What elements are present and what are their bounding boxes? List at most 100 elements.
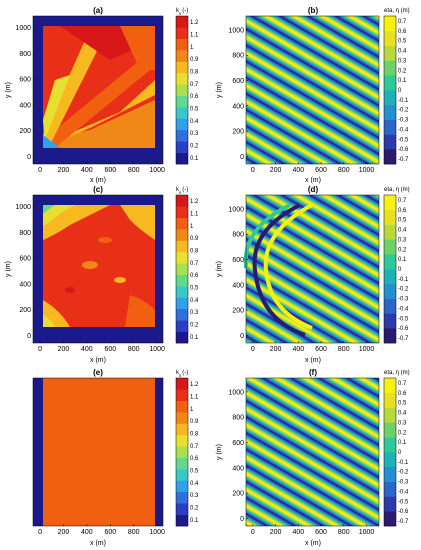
y-tick-label: 800 [232, 53, 244, 60]
colorbar-frame [383, 194, 397, 344]
y-tick-label: 1000 [15, 25, 31, 32]
x-tick-label: 600 [315, 346, 327, 353]
colorbar-tick-label: 0.3 [398, 237, 407, 243]
colorbar-tick-label: 0.2 [190, 506, 199, 512]
colorbar-swatch [176, 423, 188, 436]
ks-c-bottom-left-yellow [43, 315, 55, 327]
ks-a-right-band [120, 26, 155, 70]
colorbar-swatch [176, 400, 188, 413]
colorbar-tick-label: -0.1 [398, 98, 409, 104]
colorbar-tick-label: 0.6 [398, 29, 407, 35]
colorbar-swatch [176, 118, 188, 131]
colorbar-swatch [384, 392, 396, 408]
colorbar-tick-label: 0.3 [398, 420, 407, 426]
colorbar-tick-label: 0.2 [190, 144, 199, 150]
colorbar-tick-label: 0.1 [190, 156, 199, 162]
y-tick-label: 400 [19, 102, 31, 109]
panel-c-ylabel: y (m) [5, 261, 12, 277]
panel-d-plot [243, 195, 379, 343]
colorbar-tick-label: 1.2 [190, 382, 199, 388]
x-tick-label: 200 [58, 529, 70, 536]
panel-d: (d) 0 200 400 600 800 1000 02004006008001000 … [216, 185, 410, 364]
y-tick-label: 400 [232, 282, 244, 289]
colorbar-tick-label: -0.2 [398, 287, 409, 293]
x-tick-label: 0 [251, 529, 255, 536]
panel-e: (e) 0 200 400 600 800 1000 x (m) 1.2 1.1 1 0.9 0.… [32, 368, 199, 547]
colorbar-frame [383, 15, 397, 165]
colorbar-tick-label: 0.3 [190, 493, 199, 499]
panel-a-plot [33, 16, 163, 164]
y-tick-label: 1000 [228, 389, 244, 396]
colorbar-swatch [384, 328, 396, 344]
panel-d-front-3 [243, 203, 291, 269]
panel-d-yticks: 0 200 400 600 800 1000 [228, 206, 248, 340]
colorbar-tick-label: 0.1 [190, 518, 199, 524]
colorbar-swatch [384, 195, 396, 211]
colorbar-tick-label: 0.4 [190, 481, 199, 487]
panel-c-yticks: 0 200 400 600 800 1000 [15, 204, 35, 340]
panel-c-plot [33, 195, 163, 343]
y-tick-label: 200 [232, 491, 244, 498]
colorbar-tick-label: 0.1 [398, 440, 407, 446]
colorbar-tick-label: 1 [190, 407, 194, 413]
x-tick-label: 200 [58, 167, 70, 174]
y-tick-label: 0 [240, 333, 244, 340]
colorbar-tick-label: 0.4 [398, 228, 407, 234]
colorbar-tick-label: 0.6 [190, 456, 199, 462]
colorbar-swatch [176, 107, 188, 119]
colorbar-tick-label: 0.2 [398, 247, 407, 253]
colorbar-swatch [384, 298, 396, 314]
panel-b-colorbar-title: eta, η (m) [384, 8, 410, 14]
colorbar-swatch [384, 104, 396, 120]
ks-c-spot-4 [98, 237, 112, 243]
colorbar-tick-label: 0.7 [398, 198, 407, 204]
x-tick-label: 800 [338, 167, 350, 174]
colorbar-tick-label: 0.1 [190, 335, 199, 341]
colorbar-tick-label: 0.8 [190, 70, 199, 76]
x-tick-label: 800 [338, 346, 350, 353]
panel-b-wave-field [246, 16, 379, 164]
colorbar-tick-label: 0 [398, 267, 402, 273]
colorbar-swatch [384, 16, 396, 32]
panel-a-colorbar-title: ks(-) [176, 8, 188, 16]
colorbar-tick-label: 0.8 [190, 432, 199, 438]
colorbar-tick-label: 0.7 [190, 261, 199, 267]
colorbar-swatch [176, 61, 188, 74]
colorbar-swatch [176, 286, 188, 298]
colorbar-tick-label: -0.7 [398, 336, 409, 342]
x-tick-label: 0 [38, 346, 42, 353]
colorbar-swatch [176, 274, 188, 287]
y-tick-label: 600 [19, 77, 31, 84]
colorbar-tick-label: 0.4 [398, 411, 407, 417]
y-tick-label: 600 [232, 257, 244, 264]
colorbar-swatch [384, 30, 396, 46]
colorbar-swatch [176, 141, 188, 153]
panel-f-title: (f) [309, 368, 317, 377]
colorbar-swatch [384, 209, 396, 225]
y-tick-label: 1000 [228, 27, 244, 34]
panel-f-colorbar: 0.7 0.6 0.5 0.4 0.3 0.2 0.1 0 -0.1 -0.2 -0.3 -0.4 -0… [383, 377, 409, 527]
panel-d-axes-box [245, 194, 380, 344]
colorbar-tick-label: 1.1 [190, 33, 199, 39]
y-tick-label: 600 [232, 440, 244, 447]
colorbar-tick-label: 0.5 [190, 286, 199, 292]
panel-e-colorbar-title: ks(-) [176, 370, 188, 378]
ks-c-top-right-blob [120, 205, 155, 240]
panel-a-colorbar: 1.2 1.1 1 0.9 0.8 0.7 0.6 0.5 0.4 0.3 0.2 0.1 [175, 15, 199, 165]
colorbar-tick-label: 1.2 [190, 20, 199, 26]
panel-b-title: (b) [308, 6, 319, 15]
colorbar-swatch [384, 90, 396, 106]
colorbar-tick-label: 0.9 [190, 57, 199, 63]
colorbar-swatch [384, 239, 396, 255]
panel-d-front-1 [252, 203, 306, 337]
panel-a-xticks: 0 200 400 600 800 1000 [38, 162, 165, 174]
colorbar-swatch [384, 45, 396, 61]
colorbar-swatch [176, 129, 188, 142]
colorbar-tick-label: -0.3 [398, 480, 409, 486]
panel-b-yticks: 0 200 400 600 800 1000 [228, 27, 248, 161]
colorbar-tick-label: -0.5 [398, 137, 409, 143]
panel-b-ylabel: y (m) [216, 82, 223, 98]
colorbar-tick-label: 0.8 [190, 249, 199, 255]
x-tick-label: 400 [81, 529, 93, 536]
panel-c-xlabel: x (m) [90, 357, 106, 364]
